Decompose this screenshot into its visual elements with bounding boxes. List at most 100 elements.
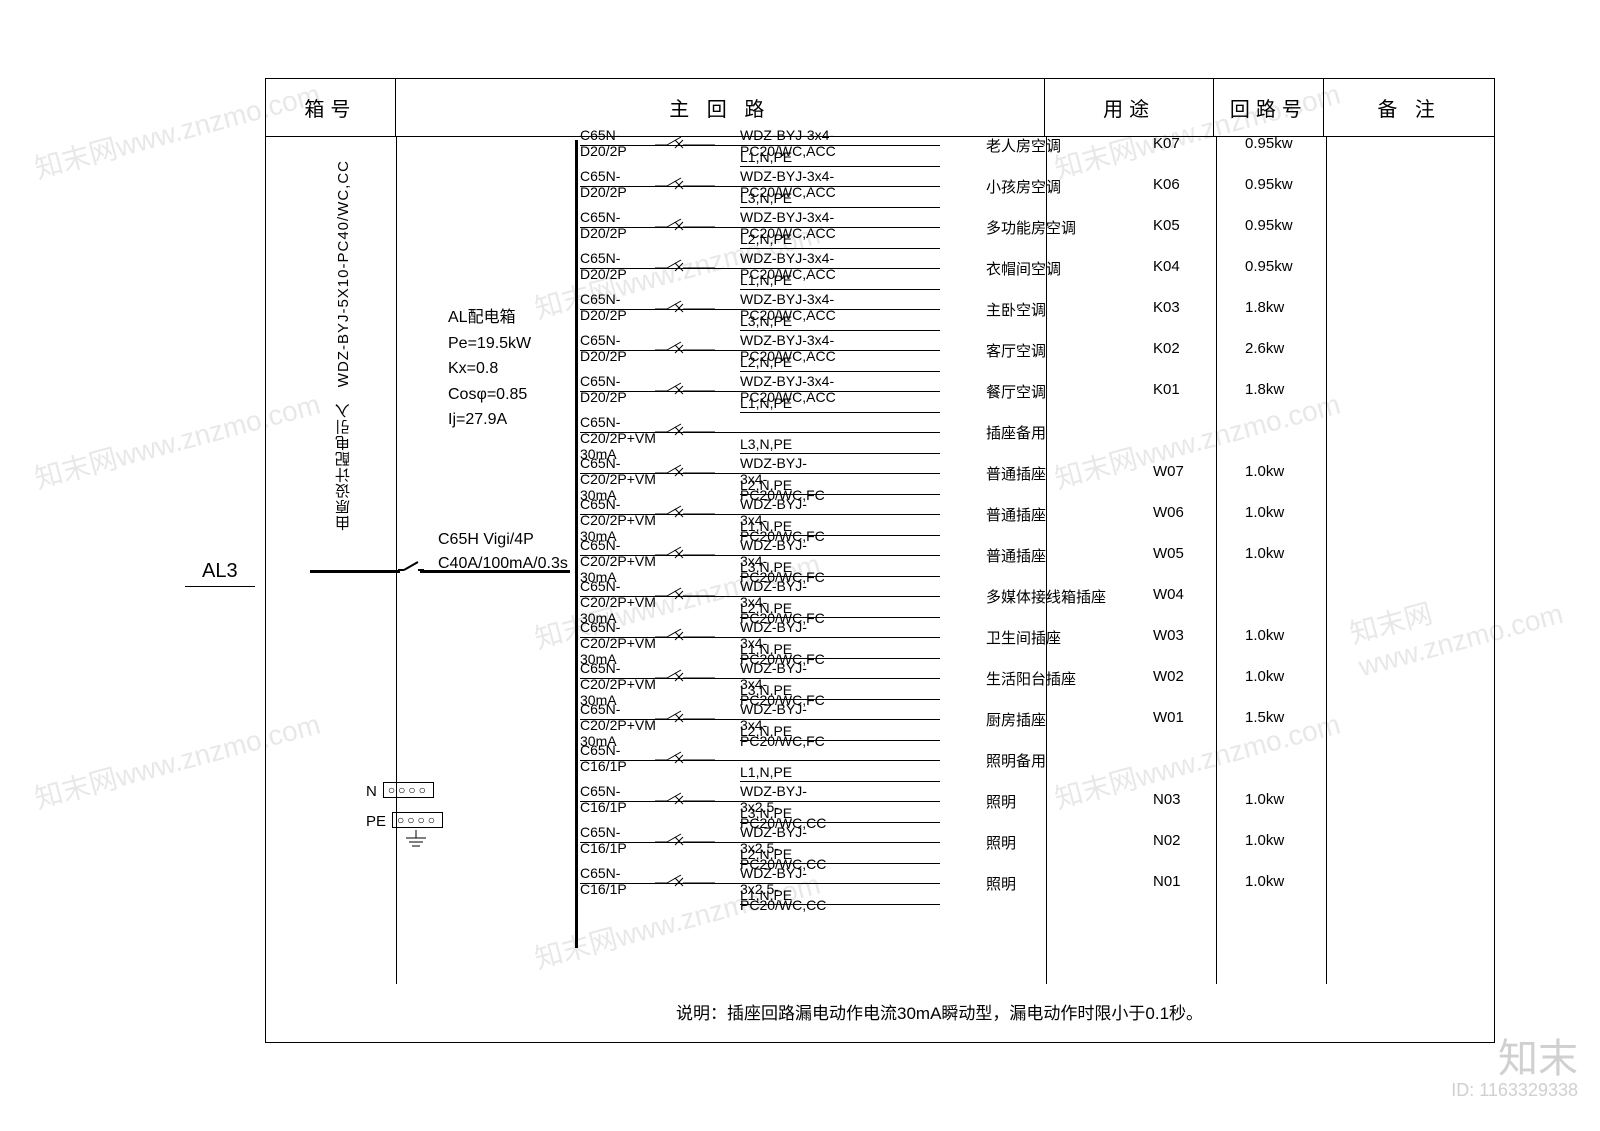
branch-use: 卫生间插座 bbox=[986, 627, 1136, 648]
n-pe-terminals: N○○○○ PE○○○○ bbox=[366, 782, 456, 854]
branch-phase: L3,N,PE bbox=[740, 436, 792, 452]
branch-phase: L1,N,PE bbox=[740, 518, 792, 534]
branch-cir: K03 bbox=[1153, 299, 1180, 316]
branch-use: 插座备用 bbox=[986, 422, 1136, 443]
branch-note: 2.6kw bbox=[1245, 340, 1284, 357]
branch-note: 1.0kw bbox=[1245, 504, 1284, 521]
branch-phase: L2,N,PE bbox=[740, 723, 792, 739]
branch-phase: L2,N,PE bbox=[740, 600, 792, 616]
branch-breaker: C65N-D20/2P bbox=[580, 373, 627, 405]
branch-phase: L1,N,PE bbox=[740, 887, 792, 903]
branch-note: 1.8kw bbox=[1245, 381, 1284, 398]
incoming-cable: 由原设计配电引入 WDZ-BYJ-5X10-PC40/WC,CC bbox=[332, 160, 356, 531]
branch-cir: W01 bbox=[1153, 709, 1184, 726]
branch-cir: K01 bbox=[1153, 381, 1180, 398]
branch-note: 1.0kw bbox=[1245, 627, 1284, 644]
branch-cir: W06 bbox=[1153, 504, 1184, 521]
hdr-box: 箱号 bbox=[266, 79, 396, 136]
branch-use: 老人房空调 bbox=[986, 135, 1136, 156]
panel-id-underline bbox=[185, 586, 255, 587]
branch-use: 照明 bbox=[986, 791, 1136, 812]
branch-use: 生活阳台插座 bbox=[986, 668, 1136, 689]
branch-cir: W03 bbox=[1153, 627, 1184, 644]
branch-phase: L1,N,PE bbox=[740, 149, 792, 165]
branch-cir: K02 bbox=[1153, 340, 1180, 357]
hdr-cir: 回路号 bbox=[1214, 79, 1324, 136]
branch-use: 客厅空调 bbox=[986, 340, 1136, 361]
branch-breaker: C65N-D20/2P bbox=[580, 127, 627, 159]
branch-use: 普通插座 bbox=[986, 504, 1136, 525]
branch-use: 小孩房空调 bbox=[986, 176, 1136, 197]
branch-note: 1.0kw bbox=[1245, 463, 1284, 480]
branch-breaker: C65N-C16/1P bbox=[580, 783, 627, 815]
branch-cir: K04 bbox=[1153, 258, 1180, 275]
branch-use: 多功能房空调 bbox=[986, 217, 1136, 238]
branch-phase: L1,N,PE bbox=[740, 764, 792, 780]
branch-phase: L2,N,PE bbox=[740, 231, 792, 247]
branch-cir: N02 bbox=[1153, 832, 1181, 849]
hdr-main: 主 回 路 bbox=[396, 79, 1045, 136]
branch-cir: N03 bbox=[1153, 791, 1181, 808]
branch-note: 1.5kw bbox=[1245, 709, 1284, 726]
main-breaker: C65H Vigi/4P C40A/100mA/0.3s bbox=[438, 528, 568, 576]
branch-breaker: C65N-D20/2P bbox=[580, 332, 627, 364]
branch-use: 多媒体接线箱插座 bbox=[986, 586, 1136, 607]
branch-breaker: C65N-C16/1P bbox=[580, 865, 627, 897]
branch-cir: K07 bbox=[1153, 135, 1180, 152]
panel-params: AL配电箱 Pe=19.5kW Kx=0.8 Cosφ=0.85 Ij=27.9… bbox=[448, 305, 531, 433]
branch-use: 厨房插座 bbox=[986, 709, 1136, 730]
branch-note: 1.8kw bbox=[1245, 299, 1284, 316]
branch-use: 衣帽间空调 bbox=[986, 258, 1136, 279]
branch-phase: L3,N,PE bbox=[740, 313, 792, 329]
branch-phase: L3,N,PE bbox=[740, 559, 792, 575]
branch-breaker: C65N-C16/1P bbox=[580, 824, 627, 856]
branch-phase: L1,N,PE bbox=[740, 641, 792, 657]
main-switch-icon bbox=[398, 560, 424, 580]
branch-breaker: C65N-D20/2P bbox=[580, 250, 627, 282]
branch-phase: L1,N,PE bbox=[740, 395, 792, 411]
bus-incoming bbox=[310, 570, 400, 573]
branch-breaker: C65N-D20/2P bbox=[580, 209, 627, 241]
branch-note: 0.95kw bbox=[1245, 176, 1293, 193]
branch-cir: W02 bbox=[1153, 668, 1184, 685]
bus-after-mcb bbox=[420, 570, 570, 573]
hdr-note: 备 注 bbox=[1324, 79, 1494, 136]
vertical-bus bbox=[575, 140, 578, 948]
hdr-use: 用途 bbox=[1045, 79, 1215, 136]
branch-note: 0.95kw bbox=[1245, 135, 1293, 152]
branch-breaker: C65N-D20/2P bbox=[580, 168, 627, 200]
branch-use: 照明备用 bbox=[986, 750, 1136, 771]
branch-use: 普通插座 bbox=[986, 545, 1136, 566]
branch-note: 1.0kw bbox=[1245, 545, 1284, 562]
sep-3 bbox=[1216, 137, 1217, 984]
branch-note: 1.0kw bbox=[1245, 668, 1284, 685]
sep-1 bbox=[396, 137, 397, 984]
branch-phase: L2,N,PE bbox=[740, 846, 792, 862]
branch-cir: K05 bbox=[1153, 217, 1180, 234]
branch-use: 普通插座 bbox=[986, 463, 1136, 484]
branch-phase: L3,N,PE bbox=[740, 682, 792, 698]
panel-id: AL3 bbox=[202, 560, 238, 583]
footer-note: 说明：插座回路漏电动作电流30mA瞬动型，漏电动作时限小于0.1秒。 bbox=[676, 999, 1203, 1024]
branch-breaker: C65N-C16/1P bbox=[580, 742, 627, 774]
branch-note: 0.95kw bbox=[1245, 217, 1293, 234]
branch-use: 主卧空调 bbox=[986, 299, 1136, 320]
branch-cir: W04 bbox=[1153, 586, 1184, 603]
branch-note: 0.95kw bbox=[1245, 258, 1293, 275]
branch-phase: L2,N,PE bbox=[740, 354, 792, 370]
branch-phase: L1,N,PE bbox=[740, 272, 792, 288]
watermark-brand: 知末 ID: 1163329338 bbox=[1451, 1037, 1578, 1101]
branch-note: 1.0kw bbox=[1245, 791, 1284, 808]
branch-use: 照明 bbox=[986, 873, 1136, 894]
branch-use: 照明 bbox=[986, 832, 1136, 853]
branch-cir: W05 bbox=[1153, 545, 1184, 562]
branch-phase: L2,N,PE bbox=[740, 477, 792, 493]
header-row: 箱号 主 回 路 用途 回路号 备 注 bbox=[266, 79, 1494, 137]
branch-cir: W07 bbox=[1153, 463, 1184, 480]
branch-note: 1.0kw bbox=[1245, 832, 1284, 849]
branch-phase: L3,N,PE bbox=[740, 190, 792, 206]
branch-cir: K06 bbox=[1153, 176, 1180, 193]
sep-4 bbox=[1326, 137, 1327, 984]
branch-phase: L3,N,PE bbox=[740, 805, 792, 821]
branch-breaker: C65N-D20/2P bbox=[580, 291, 627, 323]
